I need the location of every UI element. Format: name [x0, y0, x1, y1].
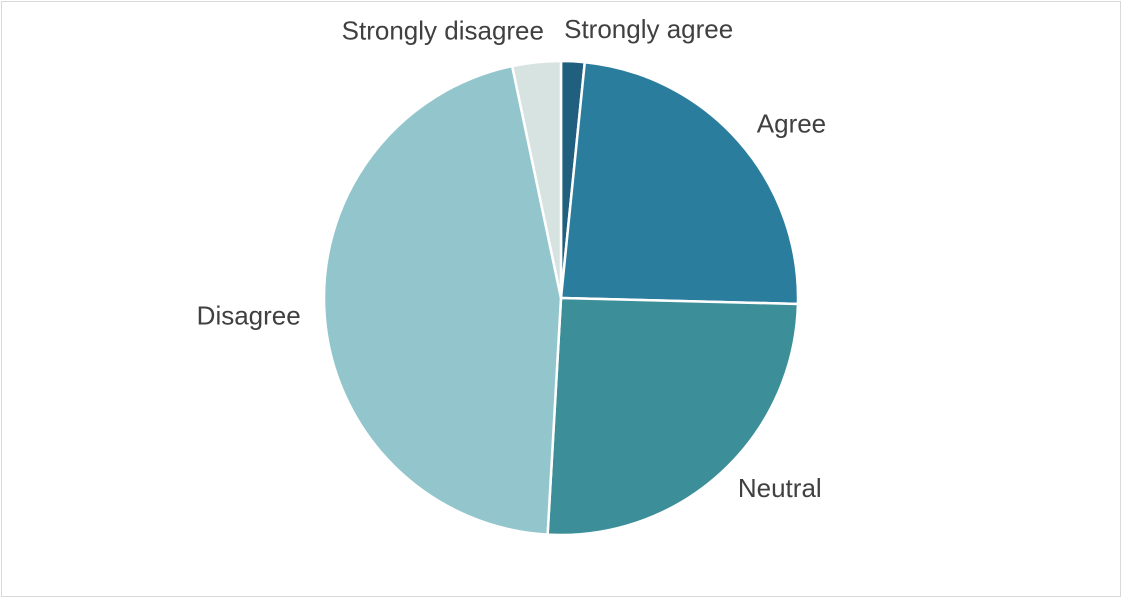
slice-label: Agree — [757, 108, 826, 138]
pie-slice — [559, 60, 800, 306]
slice-label: Disagree — [197, 301, 301, 331]
pie-slice — [546, 296, 800, 537]
pie-slice — [322, 64, 563, 536]
slice-label: Strongly agree — [564, 14, 733, 44]
pie — [322, 59, 800, 537]
pie-slice — [510, 59, 563, 299]
slice-label: Neutral — [738, 473, 822, 503]
slice-label: Strongly disagree — [342, 15, 544, 45]
